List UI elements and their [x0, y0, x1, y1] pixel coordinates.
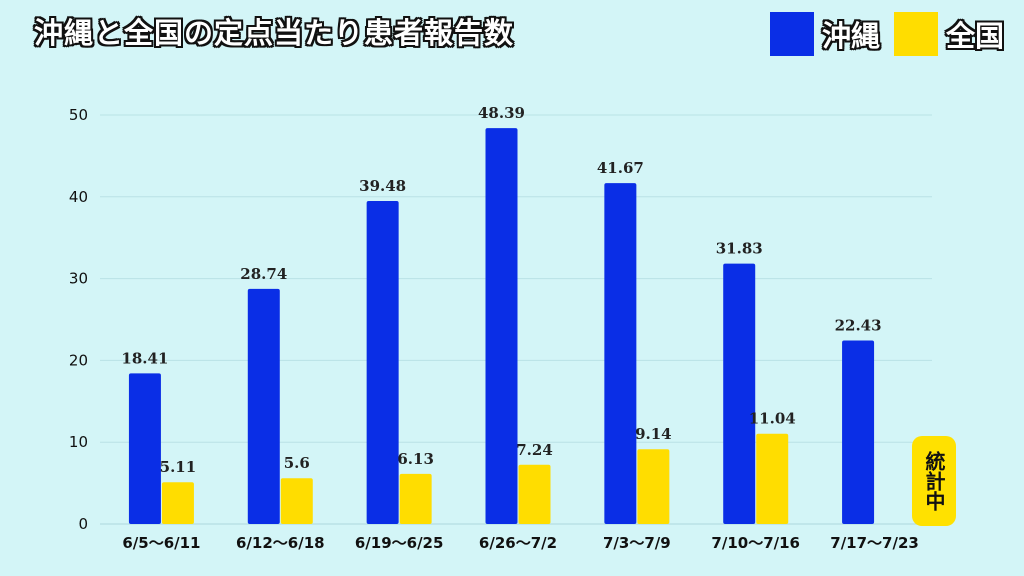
x-category-label: 7/10〜7/16	[711, 534, 800, 552]
bars	[128, 128, 875, 525]
data-label-okinawa-4: 41.67	[597, 159, 644, 177]
legend-label-okinawa: 沖縄	[821, 19, 880, 53]
legend-label-national: 全国	[945, 19, 1004, 53]
data-label-national-0: 5.11	[160, 458, 197, 476]
x-category-label: 7/3〜7/9	[603, 534, 671, 552]
legend-item-national: 全国	[893, 12, 1004, 56]
bar-national-1	[280, 478, 313, 524]
legend-swatch-okinawa	[769, 12, 814, 56]
data-label-national-4: 9.14	[635, 425, 672, 443]
chart-title: 沖縄と全国の定点当たり患者報告数	[34, 16, 515, 50]
x-category-label: 7/17〜7/23	[830, 534, 919, 552]
pending-badge: 統計中	[912, 436, 956, 526]
bar-okinawa-6	[842, 340, 875, 524]
chart-legend: 沖縄 全国	[756, 12, 1004, 56]
y-tick-label: 10	[69, 433, 88, 451]
data-label-okinawa-5: 31.83	[716, 240, 763, 258]
data-label-national-3: 7.24	[516, 441, 553, 459]
bar-okinawa-2	[366, 201, 399, 525]
data-label-okinawa-6: 22.43	[835, 317, 882, 335]
bar-okinawa-1	[247, 288, 280, 524]
bar-national-0	[161, 482, 194, 524]
y-tick-label: 50	[69, 106, 88, 124]
legend-swatch-national	[893, 12, 938, 56]
bar-national-5	[756, 433, 789, 524]
x-category-label: 6/26〜7/2	[479, 534, 557, 552]
data-label-national-2: 6.13	[397, 450, 434, 468]
bar-okinawa-3	[485, 128, 518, 524]
y-tick-label: 40	[69, 188, 88, 206]
pending-badge-label: 統計中	[922, 451, 946, 511]
bar-okinawa-5	[723, 263, 756, 524]
bar-national-3	[518, 464, 551, 524]
data-label-national-1: 5.6	[284, 454, 310, 472]
data-label-okinawa-1: 28.74	[240, 265, 287, 283]
data-label-okinawa-0: 18.41	[121, 349, 168, 367]
data-label-national-5: 11.04	[749, 410, 796, 428]
y-tick-label: 0	[78, 515, 88, 533]
labels: 0 10 20 30 40 50 6/5〜6/11 18.41 5.11 6/12〜6/18 28.…	[69, 104, 919, 552]
legend-item-okinawa: 沖縄	[769, 12, 880, 56]
bar-okinawa-0	[128, 373, 161, 524]
bar-national-2	[399, 473, 432, 524]
data-label-okinawa-2: 39.48	[359, 177, 406, 195]
x-category-label: 6/19〜6/25	[355, 534, 444, 552]
x-category-label: 6/5〜6/11	[122, 534, 200, 552]
bar-national-4	[637, 449, 670, 524]
bar-okinawa-4	[604, 183, 637, 524]
x-category-label: 6/12〜6/18	[236, 534, 325, 552]
y-tick-label: 20	[69, 351, 88, 369]
data-label-okinawa-3: 48.39	[478, 104, 525, 122]
y-tick-label: 30	[69, 270, 88, 288]
